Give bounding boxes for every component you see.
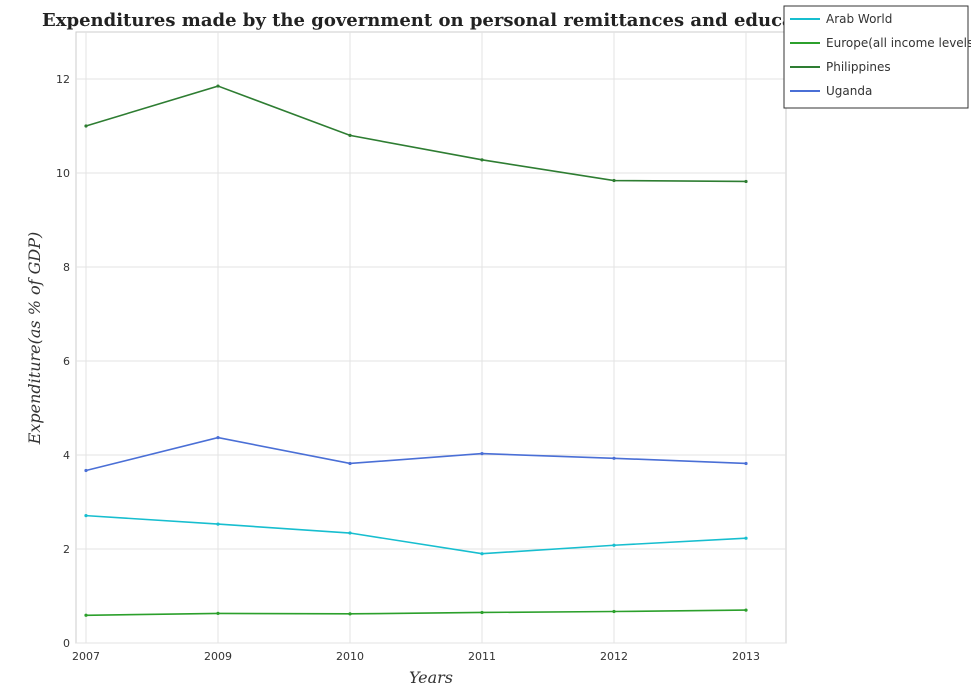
x-tick-label: 2009 xyxy=(204,650,232,663)
data-point xyxy=(744,461,748,466)
data-point xyxy=(216,611,220,615)
data-point xyxy=(480,552,484,556)
data-point xyxy=(744,179,748,184)
x-tick-label: 2007 xyxy=(72,650,100,663)
series-line-3 xyxy=(85,436,747,472)
y-axis-title: Expenditure(as % of GDP) xyxy=(25,232,44,446)
data-point xyxy=(612,178,616,183)
y-tick-labels: 0 2 4 6 8 10 12 xyxy=(56,73,70,650)
data-point xyxy=(84,514,88,518)
x-tick-labels: 2007 2009 2010 2011 2012 2013 xyxy=(72,650,760,663)
data-point xyxy=(348,531,352,535)
legend-box xyxy=(783,5,969,109)
data-point xyxy=(348,133,352,137)
y-tick-label: 12 xyxy=(56,73,70,86)
data-point xyxy=(612,609,616,614)
grid xyxy=(76,32,786,644)
data-point xyxy=(612,543,616,547)
data-point xyxy=(348,612,352,616)
y-tick-label: 2 xyxy=(63,543,70,556)
series-line-1 xyxy=(85,609,747,617)
y-tick-label: 8 xyxy=(63,261,70,274)
series-lines xyxy=(84,84,748,617)
data-point xyxy=(216,436,220,440)
data-point xyxy=(744,608,748,612)
data-point xyxy=(348,461,352,466)
x-axis-title: Years xyxy=(409,668,453,687)
series-line-0 xyxy=(85,514,747,555)
legend: Arab World Europe(all income levels) Phili… xyxy=(783,5,971,109)
data-point xyxy=(744,536,748,540)
legend-label: Arab World xyxy=(826,12,892,26)
data-point xyxy=(480,451,484,456)
data-point xyxy=(84,613,88,617)
y-tick-label: 6 xyxy=(63,355,70,368)
data-point xyxy=(612,456,616,460)
series-line-2 xyxy=(85,85,747,183)
plot-area xyxy=(75,31,787,644)
x-tick-label: 2011 xyxy=(468,650,496,663)
data-point xyxy=(216,84,220,88)
y-tick-label: 10 xyxy=(56,167,70,180)
y-tick-label: 0 xyxy=(63,637,70,650)
chart-title: Expenditures made by the government on p… xyxy=(42,10,834,31)
x-tick-label: 2013 xyxy=(732,650,760,663)
data-point xyxy=(480,158,484,162)
legend-label: Uganda xyxy=(826,84,872,98)
y-tick-label: 4 xyxy=(63,449,70,462)
legend-label: Europe(all income levels) xyxy=(826,36,971,50)
data-point xyxy=(84,468,88,473)
x-tick-label: 2012 xyxy=(600,650,628,663)
data-point xyxy=(84,124,88,128)
legend-label: Philippines xyxy=(826,60,891,74)
data-point xyxy=(216,522,220,526)
x-tick-label: 2010 xyxy=(336,650,364,663)
data-point xyxy=(480,610,484,615)
